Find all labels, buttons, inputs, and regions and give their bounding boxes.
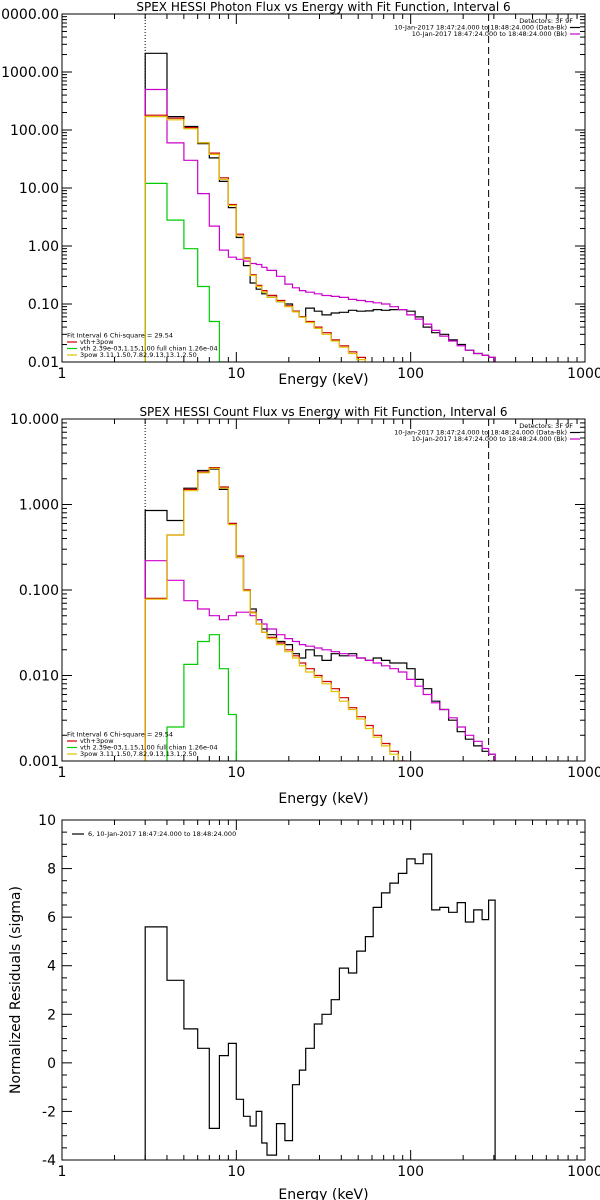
y-tick-label: 0.010 [19, 669, 59, 685]
series-line-bk [144, 88, 496, 362]
x-axis-label: Energy (keV) [278, 372, 368, 388]
x-tick-label: 100 [397, 366, 424, 382]
legend-entry: 3pow 3.11,1.50,7.82,9.13,13.1,2.50 [80, 351, 197, 359]
legend-entry: 10-Jan-2017 18:47:24.000 to 18:48:24.000… [394, 24, 567, 32]
y-tick-label: 100.00 [10, 123, 59, 139]
series-line-bk [144, 560, 496, 761]
x-tick-label: 10 [227, 366, 245, 382]
y-tick-label: 0.100 [19, 583, 59, 599]
y-tick-label: 0.10 [28, 297, 59, 313]
plot-frame [61, 418, 586, 762]
legend-entry: Detectors: 3F 9F [519, 17, 573, 25]
y-tick-label: -2 [42, 1104, 56, 1120]
x-tick-label: 100 [397, 1164, 424, 1180]
y-tick-label: 8 [47, 862, 56, 878]
x-tick-label: 1000 [567, 765, 600, 781]
y-tick-label: -4 [42, 1153, 56, 1169]
y-tick-label: 4 [47, 959, 56, 975]
series-line-residuals [144, 853, 496, 1160]
x-axis-label: Energy (keV) [278, 791, 368, 807]
y-axis-label: Normalized Residuals (sigma) [8, 886, 24, 1094]
series-line-vth [166, 634, 237, 761]
series-group [144, 853, 496, 1160]
y-tick-label: 10 [38, 813, 56, 829]
series-line-3pow [144, 116, 366, 362]
chart-title: SPEX HESSI Photon Flux vs Energy with Fi… [136, 0, 510, 14]
y-tick-label: 0.001 [19, 754, 59, 770]
x-tick-label: 1 [58, 366, 67, 382]
series-group [144, 467, 496, 761]
y-tick-label: 2 [47, 1007, 56, 1023]
legend-entry: Fit Interval 6 Chi-square = 29.54 [67, 332, 173, 340]
x-tick-label: 10 [227, 1164, 245, 1180]
legend-entry: 10-Jan-2017 18:47:24.000 to 18:48:24.000… [412, 30, 567, 38]
series-line-vth [144, 182, 229, 362]
legend-entry: Detectors: 3F 9F [519, 422, 573, 430]
series-line-data-bk [144, 52, 496, 362]
y-tick-label: 0 [47, 1056, 56, 1072]
legend-entry: 10-Jan-2017 18:47:24.000 to 18:48:24.000… [394, 429, 567, 437]
y-tick-label: 0.01 [28, 355, 59, 371]
y-tick-label: 10.00 [19, 181, 59, 197]
x-tick-label: 1 [58, 765, 67, 781]
legend-entry: 3pow 3.11,1.50,7.82,9.13,13.1,2.50 [80, 750, 197, 758]
legend-entry: vth+3pow [80, 338, 114, 346]
legend-entry: Fit Interval 6 Chi-square = 29.54 [67, 731, 173, 739]
legend-entry: 10-Jan-2017 18:47:24.000 to 18:48:24.000… [412, 435, 567, 443]
y-tick-label: 1.000 [19, 498, 59, 514]
series-line-vth-3pow [144, 467, 408, 761]
y-tick-label: 1.00 [28, 239, 59, 255]
x-tick-label: 100 [397, 765, 424, 781]
series-line-data-bk [144, 468, 496, 761]
x-axis-label: Energy (keV) [278, 1187, 368, 1200]
legend-entry: vth 2.39e-03,1.15,1.00 full chian 1.26e-… [80, 744, 218, 752]
y-tick-label: 1000.00 [1, 65, 59, 81]
x-tick-label: 10 [227, 765, 245, 781]
series-line-3pow [144, 467, 399, 761]
series-group [144, 52, 496, 362]
y-tick-label: 6 [47, 910, 56, 926]
legend-entry: 6, 10-Jan-2017 18:47:24.000 to 18:48:24.… [88, 830, 236, 838]
y-tick-label: 0000.00 [1, 7, 59, 23]
plot-frame [61, 13, 586, 363]
chart-title: SPEX HESSI Count Flux vs Energy with Fit… [139, 405, 507, 419]
legend-entry: vth 2.39e-03,1.15,1.00 full chian 1.26e-… [80, 345, 218, 353]
plot-frame [61, 819, 586, 1161]
legend-entry: vth+3pow [80, 737, 114, 745]
y-tick-label: 10.000 [10, 412, 59, 428]
x-tick-label: 1000 [567, 366, 600, 382]
x-tick-label: 1000 [567, 1164, 600, 1180]
x-tick-label: 1 [58, 1164, 67, 1180]
